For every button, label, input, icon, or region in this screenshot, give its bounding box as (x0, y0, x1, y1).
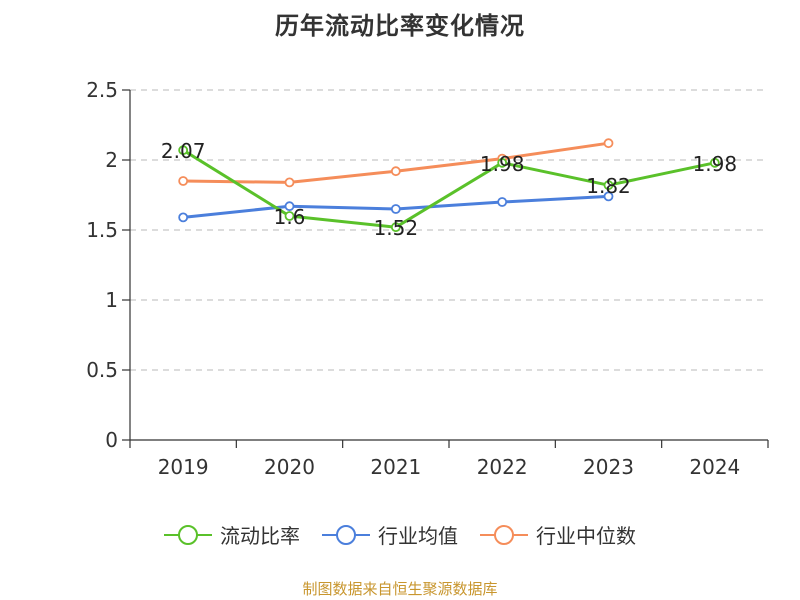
data-point-2 (178, 176, 189, 186)
data-point-2 (603, 138, 614, 149)
data-point-0 (178, 145, 189, 156)
data-label: 2.07 (161, 139, 206, 163)
data-point-1 (284, 201, 295, 212)
data-point-2 (390, 166, 401, 177)
data-point-0 (497, 157, 508, 168)
legend-item-industry-median[interactable]: 行业中位数 (480, 520, 636, 549)
data-point-2 (284, 177, 295, 188)
y-tick-label: 1 (105, 288, 118, 312)
x-tick-label: 2019 (158, 455, 209, 479)
chart-title: 历年流动比率变化情况 (275, 12, 525, 40)
y-tick-label: 0 (105, 428, 118, 452)
data-label: 1.98 (480, 152, 525, 176)
legend-swatch-industry-median (480, 524, 528, 545)
legend-label-industry-median: 行业中位数 (536, 524, 636, 548)
data-label: 1.82 (586, 174, 631, 198)
y-tick-label: 2.5 (86, 78, 118, 102)
series-line-0 (182, 148, 716, 229)
series-line-2 (183, 141, 609, 184)
data-point-1 (390, 204, 401, 214)
data-point-0 (284, 211, 295, 221)
legend: 流动比率 行业均值 行业中位数 (0, 520, 800, 549)
x-tick-label: 2023 (583, 455, 634, 479)
x-tick-label: 2022 (477, 455, 528, 479)
data-point-1 (603, 191, 614, 202)
x-tick-label: 2024 (689, 455, 740, 479)
data-label: 1.6 (274, 205, 306, 229)
y-tick-label: 1.5 (86, 218, 118, 242)
legend-swatch-industry-mean (322, 524, 370, 545)
y-tick-label: 0.5 (86, 358, 118, 382)
legend-label-industry-mean: 行业均值 (378, 524, 458, 548)
legend-item-current-ratio[interactable]: 流动比率 (164, 520, 300, 549)
data-point-1 (497, 197, 508, 207)
x-tick-label: 2020 (264, 455, 315, 479)
data-point-0 (390, 222, 401, 233)
y-tick-label: 2 (105, 148, 118, 172)
data-point-0 (603, 180, 614, 191)
data-label: 1.52 (374, 216, 419, 240)
legend-item-industry-mean[interactable]: 行业均值 (322, 520, 458, 549)
x-tick-label: 2021 (370, 455, 421, 479)
data-label: 1.98 (693, 152, 738, 176)
legend-label-current-ratio: 流动比率 (220, 524, 300, 548)
legend-swatch-current-ratio (164, 524, 212, 545)
data-point-0 (709, 157, 720, 168)
data-point-1 (178, 212, 189, 223)
data-source-note: 制图数据来自恒生聚源数据库 (302, 580, 498, 598)
